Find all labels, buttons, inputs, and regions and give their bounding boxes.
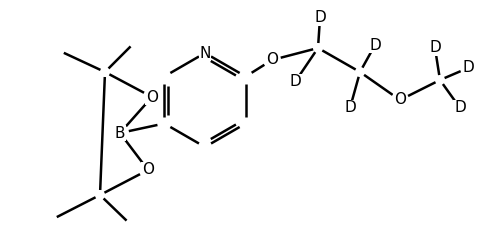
Text: D: D xyxy=(369,38,381,52)
Text: O: O xyxy=(146,89,158,104)
Text: O: O xyxy=(394,93,406,107)
Text: O: O xyxy=(266,52,278,68)
Text: D: D xyxy=(454,100,466,116)
Text: D: D xyxy=(314,10,326,25)
Text: O: O xyxy=(142,162,154,178)
Text: B: B xyxy=(115,126,125,140)
Text: D: D xyxy=(289,75,301,89)
Text: D: D xyxy=(429,41,441,55)
Text: D: D xyxy=(462,61,474,75)
Text: N: N xyxy=(200,45,210,61)
Text: D: D xyxy=(344,100,356,116)
